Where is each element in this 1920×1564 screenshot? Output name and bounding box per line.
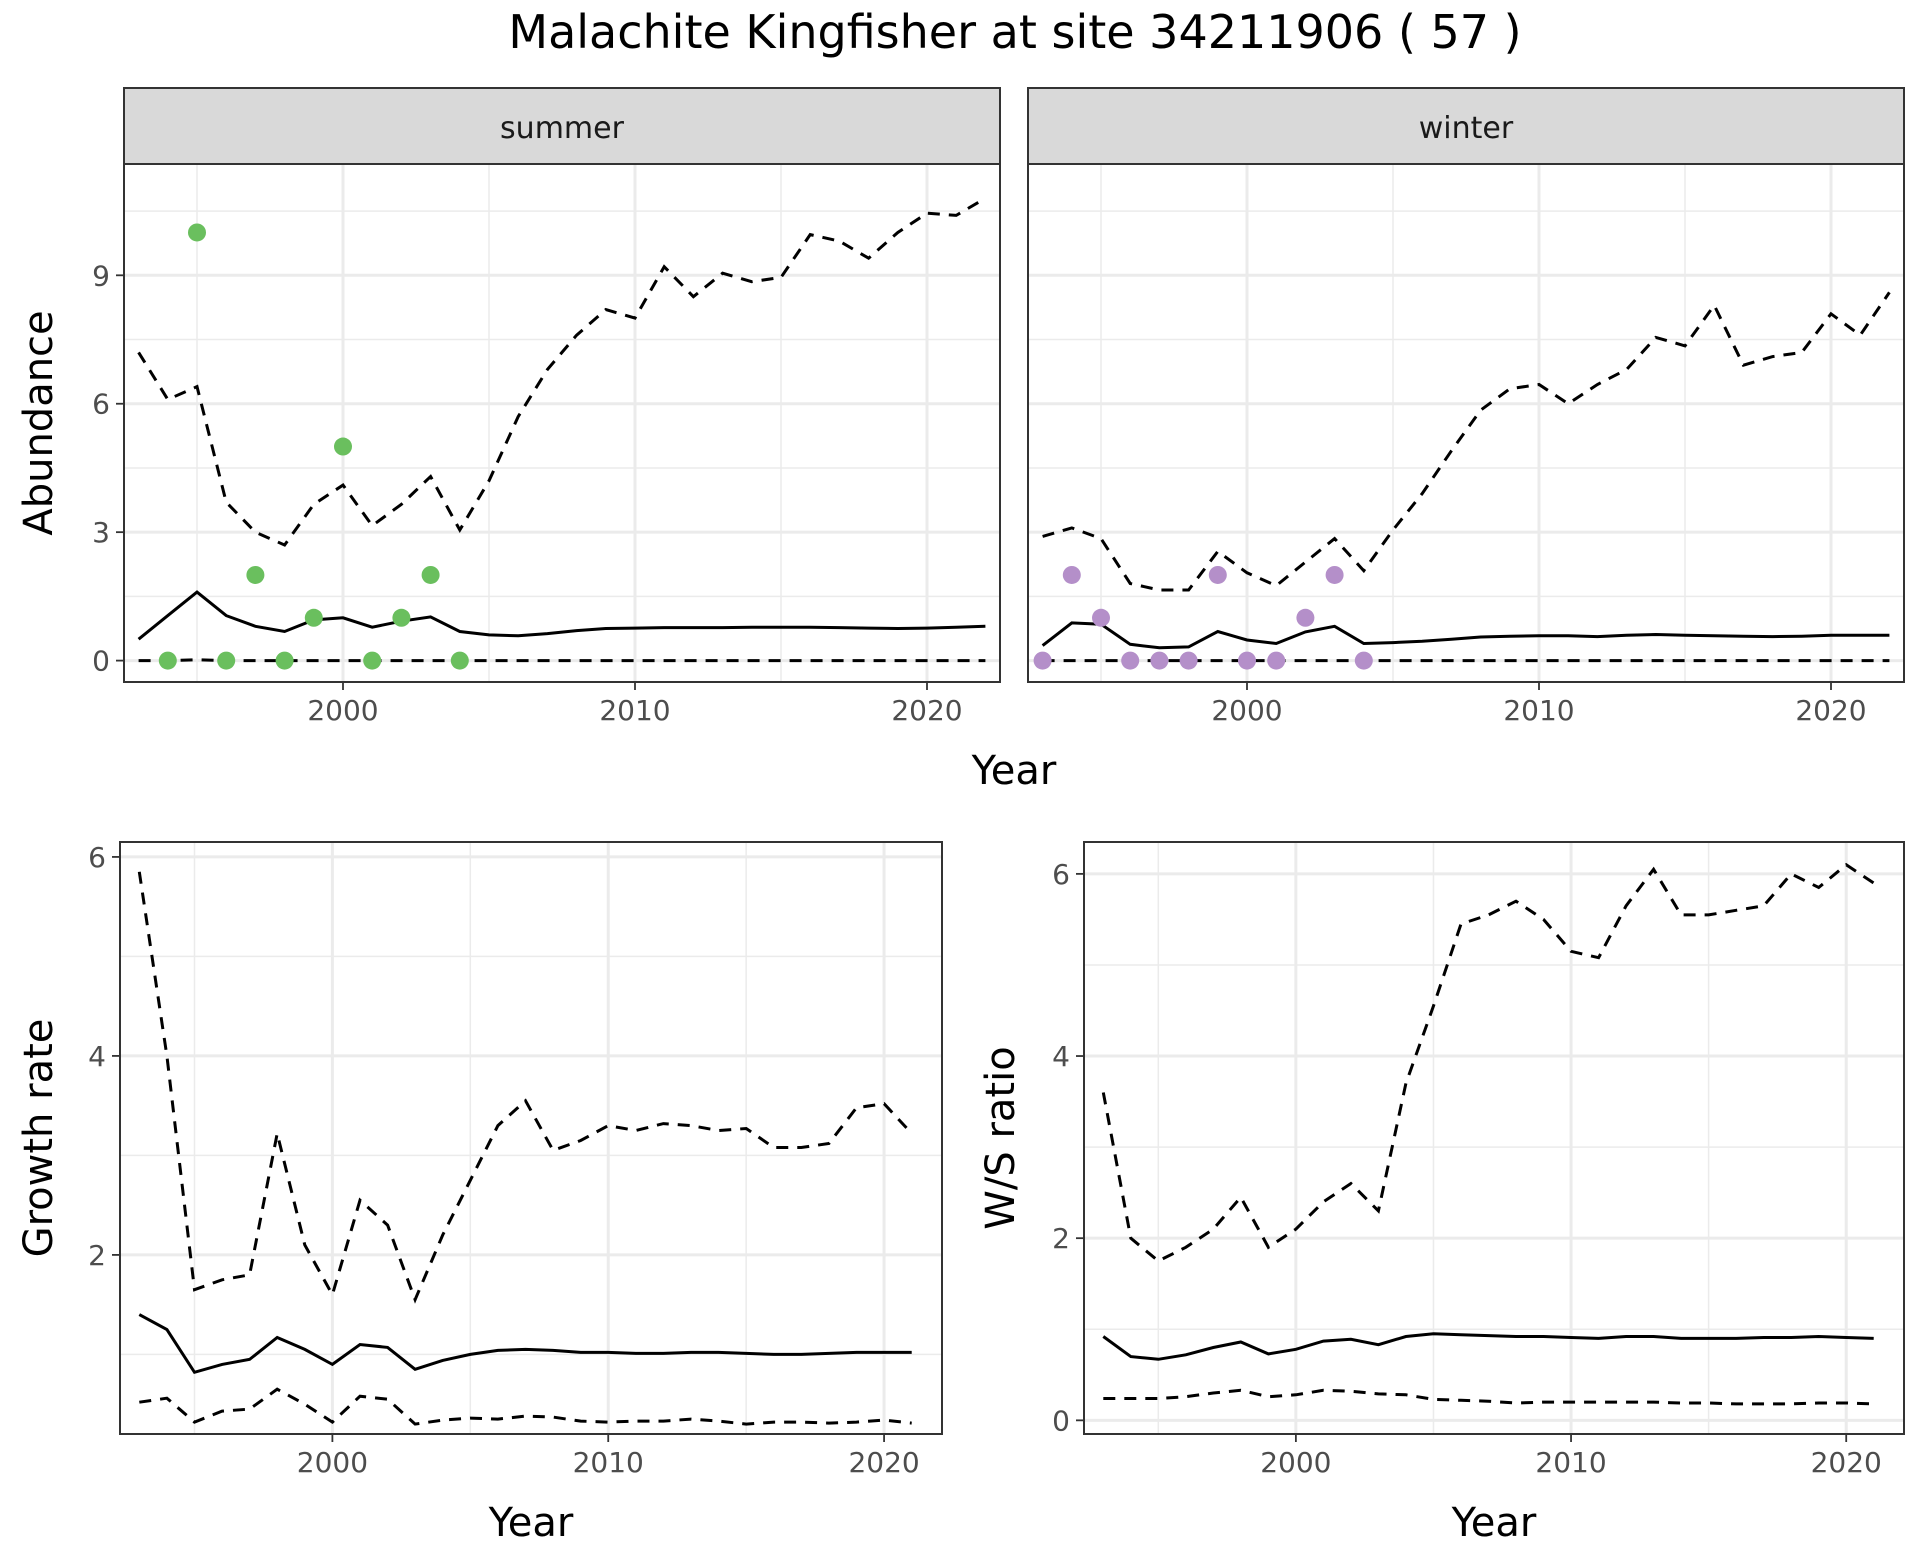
facet-summer-y-tick-label: 3 <box>92 516 110 549</box>
ratio-x-tick-label: 2020 <box>1811 1446 1882 1479</box>
facet-winter-x-tick-label: 2010 <box>1503 694 1574 727</box>
facet-summer-observed-point <box>392 608 411 627</box>
facet-summer-observed-point <box>450 651 469 670</box>
facet-winter-observed-point <box>1325 565 1344 584</box>
facet-winter-observed-point <box>1033 651 1052 670</box>
growth-x-tick-label: 2020 <box>848 1446 919 1479</box>
facet-winter-observed-point <box>1092 608 1110 627</box>
facet-winter-observed-point <box>1208 565 1227 584</box>
growth-y-tick-label: 4 <box>88 1040 106 1073</box>
facet-winter-plot-background <box>1028 164 1904 682</box>
ratio-panel: 2000 2010 2020 0 2 4 6 <box>1052 841 1905 1479</box>
facet-summer-observed-point <box>158 651 177 670</box>
growth-y-tick-label: 6 <box>88 841 106 874</box>
ratio-x-tick-label: 2000 <box>1260 1446 1331 1479</box>
ratio-mean-line <box>1102 1332 1874 1361</box>
facet-summer-observed-point <box>217 651 236 670</box>
facet-summer-panel: 2000 2010 2020 0 3 6 9 summer <box>92 87 1001 727</box>
facet-summer-y-tick-label: 6 <box>92 388 110 421</box>
growth-panel-border <box>119 841 943 1435</box>
facet-summer-observed-point <box>334 437 352 456</box>
facet-winter-panel: 2000 2010 2020 winter <box>1027 87 1905 727</box>
growth-x-tick-label: 2000 <box>297 1446 368 1479</box>
abundance-y-axis-title: Abundance <box>16 310 62 535</box>
growth-x-tick-label: 2010 <box>573 1446 644 1479</box>
growth-panel: 2000 2010 2020 2 4 6 <box>88 841 943 1479</box>
facet-summer-mean-line <box>137 590 986 641</box>
facet-winter-observed-point <box>1150 651 1169 670</box>
ratio-plot-background <box>1084 842 1904 1434</box>
ratio-y-axis-title: W/S ratio <box>978 1046 1024 1229</box>
facet-summer-strip-label: summer <box>500 111 625 146</box>
facet-summer-observed-point <box>304 608 323 627</box>
ratio-lower-line <box>1103 1388 1874 1406</box>
growth-plot-background <box>120 842 942 1434</box>
facet-summer-y-tick-label: 9 <box>92 259 110 292</box>
facet-summer-x-tick-label: 2020 <box>891 694 962 727</box>
ratio-panel-border <box>1083 841 1905 1435</box>
abundance-x-axis-title: Year <box>971 748 1057 794</box>
growth-y-axis-title: Growth rate <box>16 1019 62 1258</box>
facet-winter-strip-label: winter <box>1419 111 1514 146</box>
growth-mean-line <box>138 1313 912 1375</box>
facet-summer-observed-point <box>363 651 382 670</box>
ratio-y-tick-label: 6 <box>1052 858 1070 891</box>
ratio-y-tick-label: 0 <box>1052 1404 1070 1437</box>
facet-winter-observed-point <box>1354 651 1373 670</box>
facet-summer-observed-point <box>421 565 440 584</box>
facet-winter-strip <box>1027 87 1905 165</box>
chart-title: Malachite Kingfisher at site 34211906 ( … <box>508 5 1521 59</box>
facet-winter-x-tick-label: 2020 <box>1795 694 1866 727</box>
ratio-upper-line <box>1101 862 1875 1263</box>
facet-summer-observed-point <box>275 651 294 670</box>
facet-winter-observed-point <box>1238 651 1256 670</box>
facet-summer-observed-point <box>246 565 265 584</box>
facet-winter-observed-point <box>1179 651 1198 670</box>
ratio-x-tick-label: 2010 <box>1535 1446 1606 1479</box>
facet-winter-observed-point <box>1121 651 1140 670</box>
facet-winter-observed-point <box>1296 608 1315 627</box>
facet-summer-strip <box>123 87 1001 165</box>
growth-upper-line <box>137 871 913 1304</box>
ratio-x-axis-title: Year <box>1451 1500 1537 1546</box>
ratio-y-tick-label: 4 <box>1052 1040 1070 1073</box>
facet-winter-observed-point <box>1062 565 1081 584</box>
facet-summer-x-tick-label: 2010 <box>599 694 670 727</box>
growth-x-axis-title: Year <box>488 1500 574 1546</box>
facet-winter-x-tick-label: 2000 <box>1211 694 1282 727</box>
facet-summer-plot-background <box>124 164 1000 682</box>
facet-winter-mean-line <box>1041 621 1890 650</box>
facet-summer-x-tick-label: 2000 <box>307 694 378 727</box>
facet-summer-observed-point <box>188 223 206 242</box>
growth-y-tick-label: 2 <box>88 1239 106 1272</box>
facet-summer-y-tick-label: 0 <box>92 645 110 678</box>
facet-summer-lower-line <box>138 658 986 663</box>
facet-summer-upper-line <box>137 196 987 547</box>
ratio-y-tick-label: 2 <box>1052 1222 1070 1255</box>
facet-winter-observed-point <box>1267 651 1286 670</box>
facet-winter-upper-line <box>1042 291 1891 592</box>
